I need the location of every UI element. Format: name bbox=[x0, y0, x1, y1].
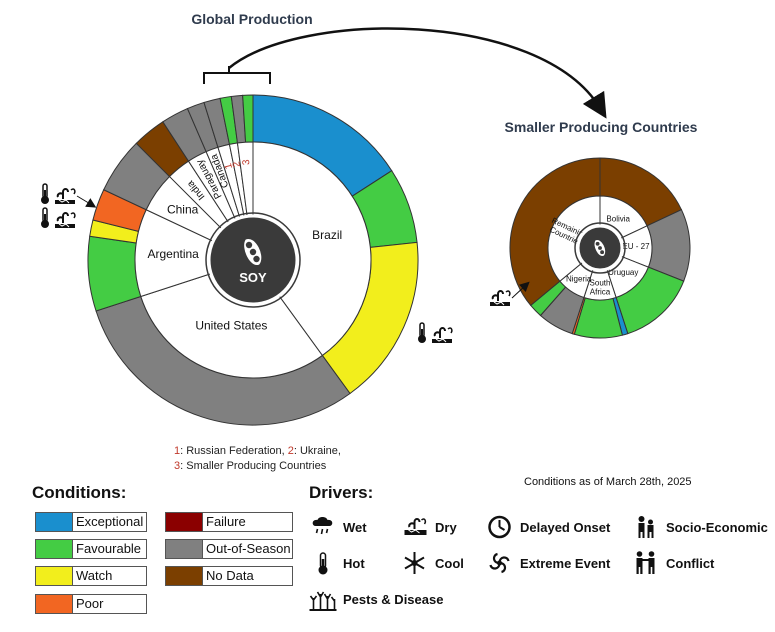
global-title: Global Production bbox=[191, 11, 312, 27]
footnote-line2: 3: Smaller Producing Countries bbox=[174, 460, 327, 472]
inner-label-0: Bolivia bbox=[606, 214, 630, 223]
inner-label-2: Argentina bbox=[147, 247, 199, 261]
connector-arrow bbox=[228, 27, 607, 119]
bracket bbox=[203, 66, 271, 84]
brazil-watch-drivers bbox=[418, 322, 453, 343]
driver-icons bbox=[41, 183, 530, 343]
argentina-poor-drivers bbox=[41, 183, 97, 208]
small-title: Smaller Producing Countries bbox=[505, 119, 698, 135]
south-africa-poor-drivers bbox=[490, 281, 530, 306]
inner-label-2: Uruguay bbox=[608, 268, 638, 277]
inner-label-8: 2 bbox=[231, 160, 243, 168]
footnote-line1: 1: Russian Federation, 2: Ukraine, bbox=[174, 445, 341, 457]
inner-label-9: 3 bbox=[241, 159, 252, 166]
inner-slice-5 bbox=[547, 195, 601, 282]
soy-pod-icon bbox=[244, 239, 262, 265]
inner-label-4: Nigeria bbox=[566, 275, 592, 284]
inner-slice-0 bbox=[252, 141, 372, 357]
inner-label-1: EU - 27 bbox=[622, 242, 650, 251]
inner-slice-1 bbox=[140, 259, 324, 379]
argentina-watch-drivers bbox=[41, 207, 76, 228]
inner-label-3: South Africa bbox=[590, 279, 611, 297]
conditions-date: Conditions as of March 28th, 2025 bbox=[524, 476, 692, 488]
soy-pod-icon bbox=[594, 240, 606, 256]
inner-label-0: Brazil bbox=[312, 228, 342, 242]
inner-label-3: China bbox=[167, 203, 199, 217]
inner-label-7: 1 bbox=[223, 162, 235, 171]
inner-label-1: United States bbox=[195, 319, 267, 333]
center-label: SOY bbox=[239, 270, 267, 285]
